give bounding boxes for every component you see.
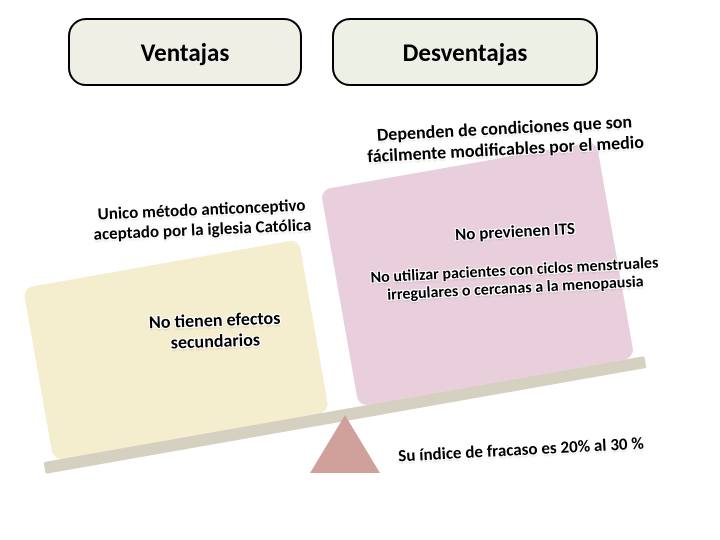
disadvantage-note: Su índice de fracaso es 20% al 30 % <box>386 433 657 467</box>
infographic-stage: Ventajas Desventajas Unico método antico… <box>0 0 720 540</box>
header-desventajas-label: Desventajas <box>403 37 528 68</box>
advantage-note: Unico método anticonceptivo aceptado por… <box>81 195 322 245</box>
advantage-note: No tienen efectos secundarios <box>119 307 310 355</box>
seesaw-fulcrum <box>310 415 380 473</box>
advantage-text: No tienen efectos secundarios <box>149 307 281 354</box>
header-desventajas: Desventajas <box>332 18 598 86</box>
disadvantage-text: Dependen de condiciones que son fácilmen… <box>367 110 645 167</box>
header-ventajas: Ventajas <box>68 18 302 86</box>
header-ventajas-label: Ventajas <box>141 37 230 68</box>
disadvantage-text: Su índice de fracaso es 20% al 30 % <box>398 433 645 467</box>
disadvantage-note: Dependen de condiciones que son fácilmen… <box>339 109 671 168</box>
advantage-text: Unico método anticonceptivo aceptado por… <box>93 194 312 244</box>
